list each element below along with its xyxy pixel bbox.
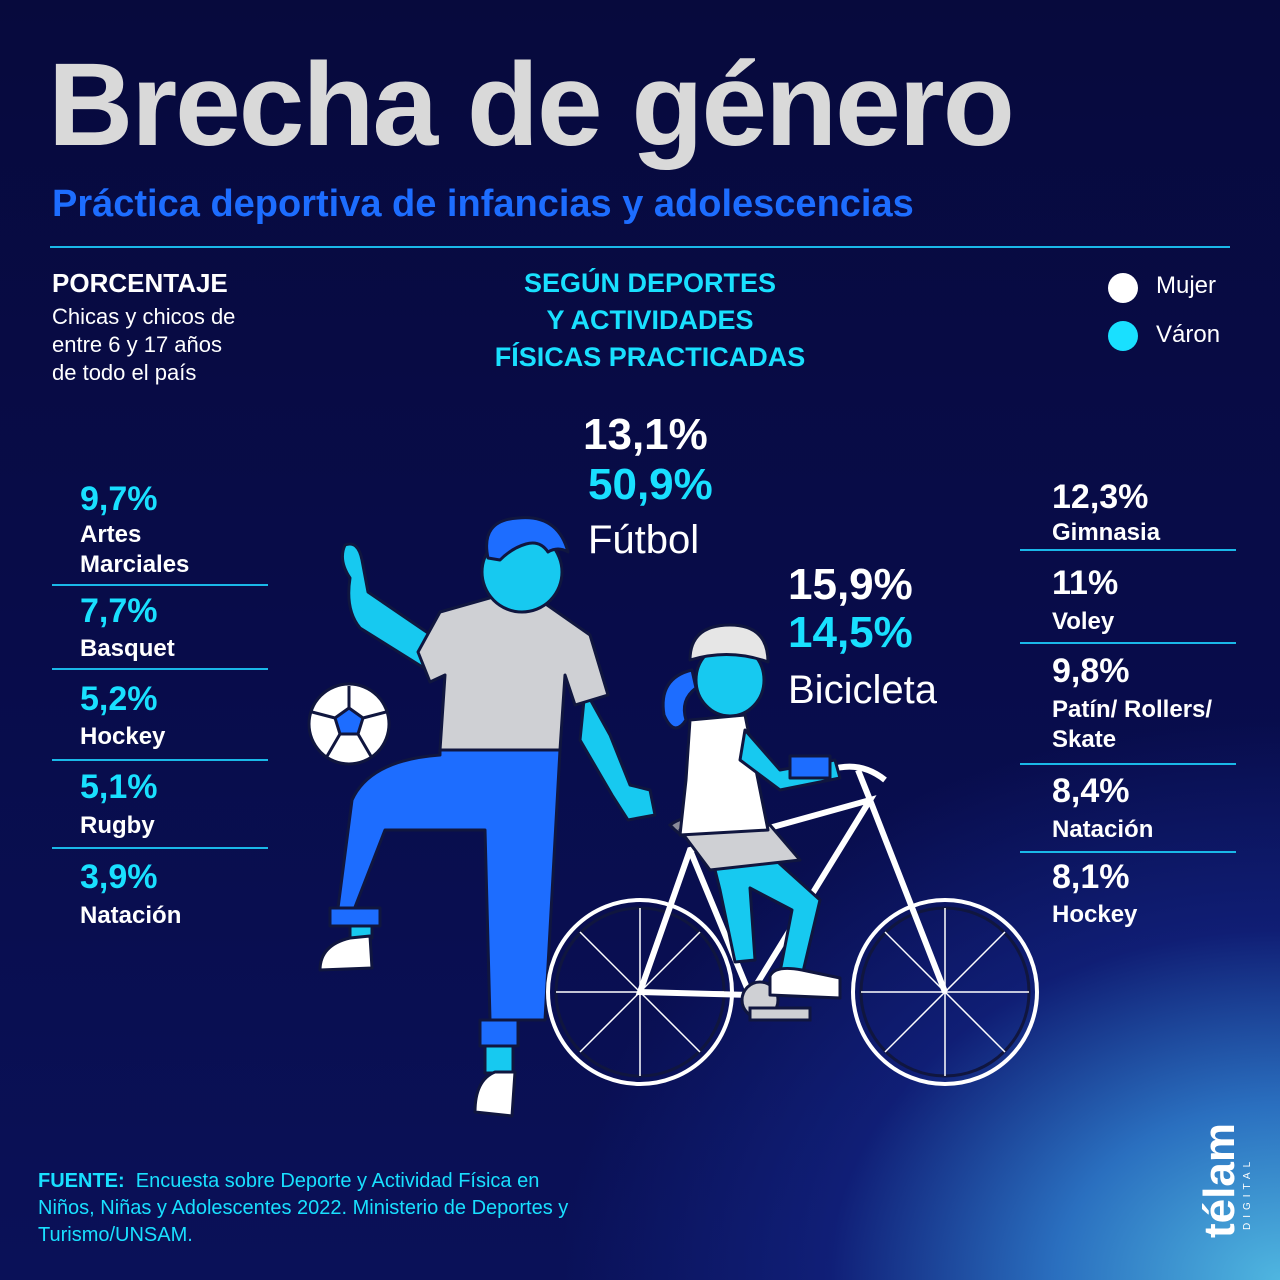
list-divider — [52, 759, 268, 761]
legend-mujer-dot — [1108, 273, 1138, 303]
percentage-description-line: Chicas y chicos de — [52, 304, 236, 329]
stat-label: Hockey — [1052, 901, 1138, 928]
telam-logo: télam DIGITAL — [1195, 1123, 1250, 1238]
stat-value: 7,7% — [80, 592, 158, 630]
stat-label: Patín/ Rollers/ — [1052, 696, 1213, 723]
list-divider — [1020, 549, 1236, 551]
stat-value: 8,4% — [1052, 772, 1130, 810]
soccer-ball-icon — [307, 682, 391, 766]
bicicleta-varon-value: 14,5% — [788, 608, 913, 657]
legend-varon-label: Váron — [1156, 321, 1221, 348]
source-text: Encuesta sobre Deporte y Actividad Físic… — [38, 1170, 569, 1246]
list-divider — [1020, 851, 1236, 853]
stat-value: 5,1% — [80, 768, 158, 806]
stat-label: Skate — [1052, 726, 1117, 753]
stat-value: 9,7% — [80, 480, 158, 518]
page-title: Brecha de género — [48, 39, 1015, 171]
list-divider — [52, 584, 268, 586]
source-note: FUENTE: Encuesta sobre Deporte y Activid… — [38, 1168, 598, 1249]
stat-value: 5,2% — [80, 680, 158, 718]
boy-soccer-illustration — [307, 516, 657, 1118]
stat-label: Natación — [1052, 816, 1154, 843]
stat-value: 3,9% — [80, 858, 158, 896]
center-heading-line: SEGÚN DEPORTES — [523, 268, 777, 298]
stat-label: Voley — [1052, 608, 1115, 635]
bicicleta-label: Bicicleta — [788, 668, 937, 712]
svg-text:télam: télam — [1195, 1123, 1244, 1238]
girl-bicycle-illustration — [546, 623, 1039, 1086]
center-heading-line: FÍSICAS PRACTICADAS — [494, 342, 806, 372]
percentage-description-line: entre 6 y 17 años — [52, 332, 223, 357]
source-label: FUENTE: — [38, 1170, 125, 1192]
list-divider — [1020, 763, 1236, 765]
stat-label: Marciales — [80, 551, 190, 578]
futbol-varon-value: 50,9% — [588, 460, 713, 509]
svg-text:DIGITAL: DIGITAL — [1242, 1157, 1250, 1230]
stat-value: 12,3% — [1052, 478, 1149, 516]
stat-label: Artes — [80, 521, 142, 548]
list-divider — [52, 847, 268, 849]
header-divider — [50, 246, 1230, 248]
legend-mujer-label: Mujer — [1156, 272, 1217, 299]
stat-label: Rugby — [80, 812, 155, 839]
stat-label: Gimnasia — [1052, 519, 1161, 546]
percentage-description-line: de todo el país — [52, 360, 197, 385]
bicicleta-mujer-value: 15,9% — [788, 560, 913, 609]
center-heading-line: Y ACTIVIDADES — [546, 305, 754, 335]
list-divider — [52, 668, 268, 670]
stat-label: Natación — [80, 902, 182, 929]
percentage-heading: PORCENTAJE — [52, 268, 228, 298]
stat-value: 11% — [1052, 564, 1119, 602]
futbol-label: Fútbol — [588, 518, 700, 562]
stat-value: 8,1% — [1052, 858, 1130, 896]
list-divider — [1020, 642, 1236, 644]
page-subtitle: Práctica deportiva de infancias y adoles… — [52, 183, 914, 225]
stat-label: Hockey — [80, 723, 166, 750]
legend-varon-dot — [1108, 321, 1138, 351]
stat-label: Basquet — [80, 635, 175, 662]
stat-value: 9,8% — [1052, 652, 1130, 690]
futbol-mujer-value: 13,1% — [583, 410, 708, 459]
